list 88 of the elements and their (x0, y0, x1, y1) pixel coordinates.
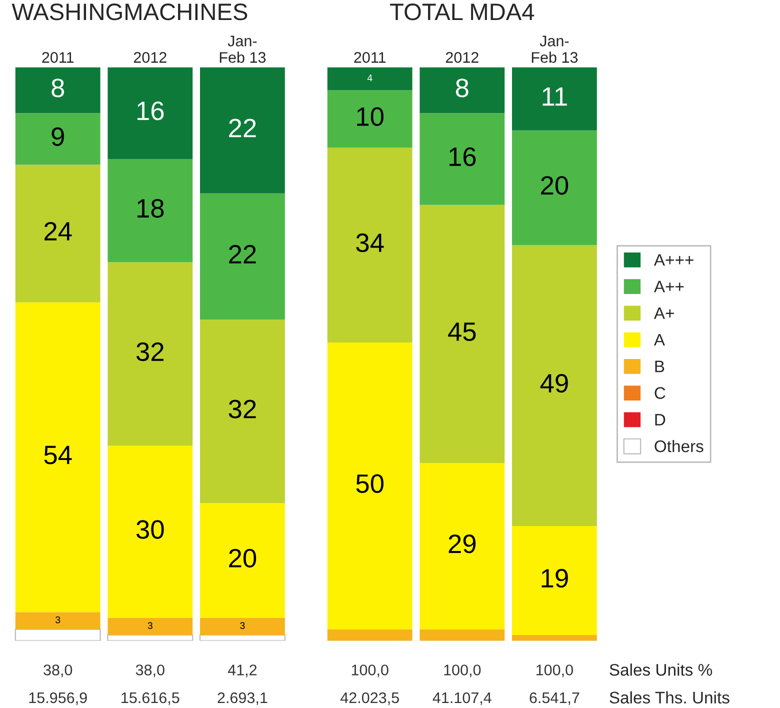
bar (15, 164, 100, 302)
bar (327, 67, 412, 90)
x-tick-label: 2012 (446, 52, 478, 63)
bar (108, 262, 193, 446)
data-label: 16 (449, 147, 476, 166)
data-label: 30 (136, 520, 164, 539)
legend-label: A+++ (654, 254, 694, 266)
data-label: 20 (541, 176, 568, 195)
data-label: 45 (448, 322, 476, 342)
bar (14, 628, 101, 641)
chart-title: WASHINGMACHINES (12, 4, 248, 20)
bar (15, 302, 100, 612)
text: 15.616,5 (122, 692, 180, 705)
bar (200, 503, 285, 618)
bar (15, 113, 100, 165)
data-label: 10 (357, 107, 384, 126)
text: Sales Ths. Units (610, 691, 730, 704)
x-tick-label: 2012 (134, 52, 166, 63)
bar (15, 67, 100, 114)
data-label: 54 (44, 446, 72, 464)
data-label: 20 (229, 548, 256, 568)
text: 42.023,5 (340, 692, 399, 705)
bar (327, 342, 412, 630)
legend-label: Others (654, 440, 704, 452)
bar (420, 204, 505, 463)
legend-label: A++ (654, 280, 684, 292)
legend-label: B (655, 360, 664, 372)
data-label: 3 (56, 616, 60, 624)
chart-title: TOTAL MDA4 (390, 4, 534, 20)
data-label: 32 (228, 400, 256, 418)
bar (327, 629, 412, 641)
legend-label: A (654, 334, 665, 346)
bar (15, 612, 100, 630)
data-label: 50 (356, 474, 384, 493)
bar (200, 67, 285, 194)
bar (200, 193, 285, 320)
data-label: 3 (240, 622, 245, 630)
bar (108, 159, 193, 262)
text: 38,0 (136, 664, 164, 678)
data-label: 19 (542, 568, 568, 588)
text: 15.956,9 (29, 692, 87, 705)
legend-label: A+ (654, 307, 674, 319)
data-label: 49 (540, 374, 568, 393)
bar (420, 629, 505, 641)
x-tick-label: 2011 (354, 52, 386, 63)
x-tick-label: Jan- Feb 13 (220, 36, 266, 63)
text: 100,0 (536, 664, 573, 678)
data-label: 22 (229, 244, 256, 264)
bar (108, 446, 193, 618)
data-label: 8 (52, 78, 64, 98)
bar (327, 90, 412, 148)
data-label: 24 (44, 222, 72, 240)
bar (420, 113, 505, 205)
bar (108, 618, 193, 636)
data-label: 22 (229, 118, 256, 138)
bar (200, 320, 285, 504)
legend-label: D (655, 414, 666, 426)
bar (512, 635, 597, 641)
text: Sales Units % (610, 664, 712, 676)
bar (420, 462, 505, 630)
data-label: 29 (448, 534, 476, 554)
text: 100,0 (444, 664, 481, 678)
data-label: 16 (137, 102, 164, 120)
x-tick-label: Jan- Feb 13 (532, 36, 578, 63)
x-tick-label: 2011 (42, 52, 74, 63)
data-label: 18 (137, 199, 164, 218)
data-label: 32 (136, 342, 164, 362)
text: 38,0 (44, 664, 72, 678)
legend-label: C (654, 387, 666, 399)
bar (108, 67, 193, 160)
bar (420, 67, 505, 114)
bar (512, 245, 597, 526)
text: 41,2 (228, 664, 257, 678)
data-label: 34 (356, 233, 384, 252)
data-label: 11 (542, 87, 567, 106)
bar (200, 618, 285, 636)
bar (512, 130, 597, 246)
bar (512, 526, 597, 636)
data-label: 9 (52, 127, 64, 146)
text: 41.107,4 (432, 692, 492, 705)
text: 2.693,1 (218, 692, 268, 705)
bar (327, 148, 412, 343)
data-label: 8 (456, 78, 468, 98)
bar (512, 67, 597, 130)
data-label: 3 (148, 622, 152, 630)
text: 6.541,7 (530, 692, 580, 705)
data-label: 4 (367, 74, 372, 82)
text: 100,0 (352, 664, 388, 678)
